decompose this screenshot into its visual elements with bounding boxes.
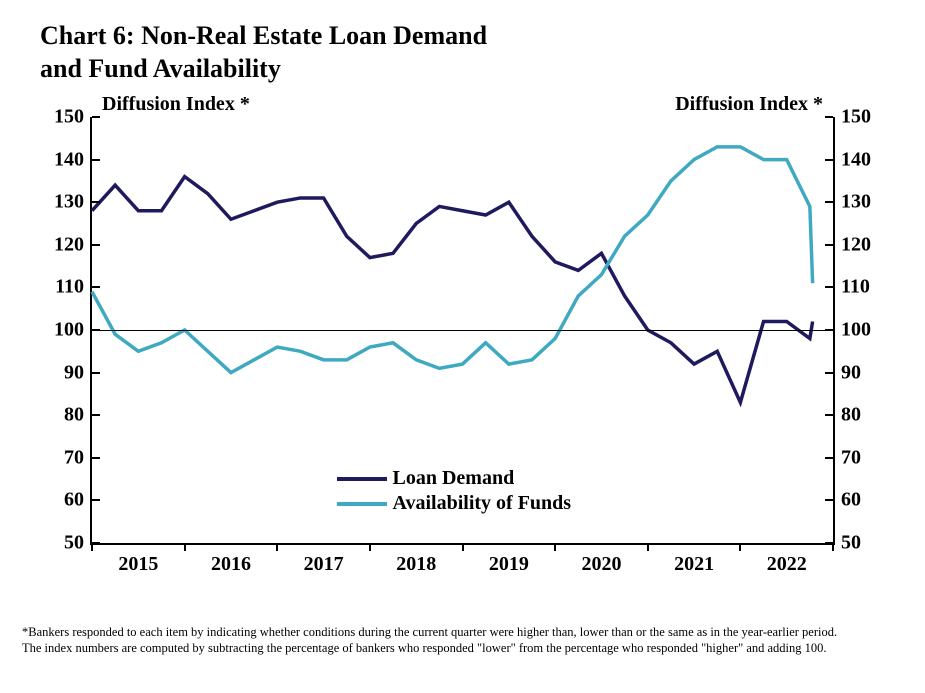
- y-tick-label: 150: [833, 106, 871, 129]
- y-tick-label: 150: [54, 106, 92, 129]
- y-tick-mark: [92, 499, 100, 501]
- y-tick-label: 120: [54, 233, 92, 256]
- x-tick-label: 2022: [767, 543, 807, 576]
- x-tick-mark: [369, 543, 371, 551]
- series-line: [92, 147, 813, 373]
- y-tick-mark: [825, 244, 833, 246]
- y-tick-mark: [825, 286, 833, 288]
- series-line: [92, 177, 813, 403]
- legend-swatch-loan-demand: [337, 477, 387, 481]
- y-tick-mark: [825, 414, 833, 416]
- y-tick-label: 110: [833, 276, 870, 299]
- y-tick-label: 90: [833, 361, 861, 384]
- y-tick-label: 130: [833, 191, 871, 214]
- legend-swatch-availability: [337, 502, 387, 506]
- y-tick-label: 80: [64, 404, 92, 427]
- x-tick-mark: [832, 543, 834, 551]
- legend: Loan Demand Availability of Funds: [337, 467, 572, 517]
- y-tick-label: 50: [64, 532, 92, 555]
- y-tick-label: 60: [833, 489, 861, 512]
- x-tick-mark: [276, 543, 278, 551]
- y-tick-mark: [92, 414, 100, 416]
- legend-item-availability: Availability of Funds: [337, 492, 572, 515]
- y-tick-label: 100: [833, 319, 871, 342]
- y-tick-mark: [92, 372, 100, 374]
- y-tick-mark: [92, 457, 100, 459]
- plot-wrapper: Diffusion Index * Diffusion Index * Loan…: [90, 95, 835, 595]
- y-tick-mark: [825, 116, 833, 118]
- y-tick-mark: [825, 499, 833, 501]
- y-tick-mark: [92, 286, 100, 288]
- x-tick-mark: [647, 543, 649, 551]
- reference-line: [92, 330, 833, 331]
- legend-label-availability: Availability of Funds: [393, 492, 572, 515]
- footnote: *Bankers responded to each item by indic…: [22, 625, 905, 656]
- footnote-line2: The index numbers are computed by subtra…: [22, 641, 905, 657]
- x-tick-label: 2019: [489, 543, 529, 576]
- y-tick-label: 130: [54, 191, 92, 214]
- legend-item-loan-demand: Loan Demand: [337, 467, 572, 490]
- y-tick-mark: [92, 542, 100, 544]
- y-tick-label: 60: [64, 489, 92, 512]
- y-tick-mark: [825, 201, 833, 203]
- x-tick-label: 2021: [674, 543, 714, 576]
- y-axis-label-right: Diffusion Index *: [675, 93, 823, 116]
- y-tick-label: 50: [833, 532, 861, 555]
- x-tick-label: 2015: [118, 543, 158, 576]
- chart-title-line1: Chart 6: Non-Real Estate Loan Demand: [40, 20, 905, 53]
- x-tick-mark: [184, 543, 186, 551]
- plot-area: Loan Demand Availability of Funds 505060…: [90, 117, 835, 545]
- y-tick-label: 110: [55, 276, 92, 299]
- x-tick-label: 2016: [211, 543, 251, 576]
- chart-title: Chart 6: Non-Real Estate Loan Demand and…: [40, 20, 905, 85]
- y-tick-label: 140: [833, 148, 871, 171]
- y-tick-label: 120: [833, 233, 871, 256]
- y-tick-mark: [92, 159, 100, 161]
- y-tick-label: 70: [833, 446, 861, 469]
- y-axis-label-left: Diffusion Index *: [102, 93, 250, 116]
- y-tick-mark: [92, 116, 100, 118]
- y-tick-mark: [825, 457, 833, 459]
- legend-label-loan-demand: Loan Demand: [393, 467, 515, 490]
- y-tick-label: 140: [54, 148, 92, 171]
- x-tick-mark: [91, 543, 93, 551]
- x-tick-label: 2017: [304, 543, 344, 576]
- y-tick-label: 70: [64, 446, 92, 469]
- y-tick-mark: [825, 372, 833, 374]
- y-tick-label: 100: [54, 319, 92, 342]
- x-tick-label: 2018: [396, 543, 436, 576]
- y-tick-mark: [92, 244, 100, 246]
- y-tick-label: 80: [833, 404, 861, 427]
- y-tick-label: 90: [64, 361, 92, 384]
- x-tick-mark: [554, 543, 556, 551]
- x-tick-mark: [739, 543, 741, 551]
- x-tick-label: 2020: [581, 543, 621, 576]
- chart-title-line2: and Fund Availability: [40, 53, 905, 86]
- x-tick-mark: [462, 543, 464, 551]
- chart-container: Chart 6: Non-Real Estate Loan Demand and…: [20, 20, 905, 656]
- y-tick-mark: [825, 159, 833, 161]
- y-tick-mark: [92, 201, 100, 203]
- footnote-line1: *Bankers responded to each item by indic…: [22, 625, 905, 641]
